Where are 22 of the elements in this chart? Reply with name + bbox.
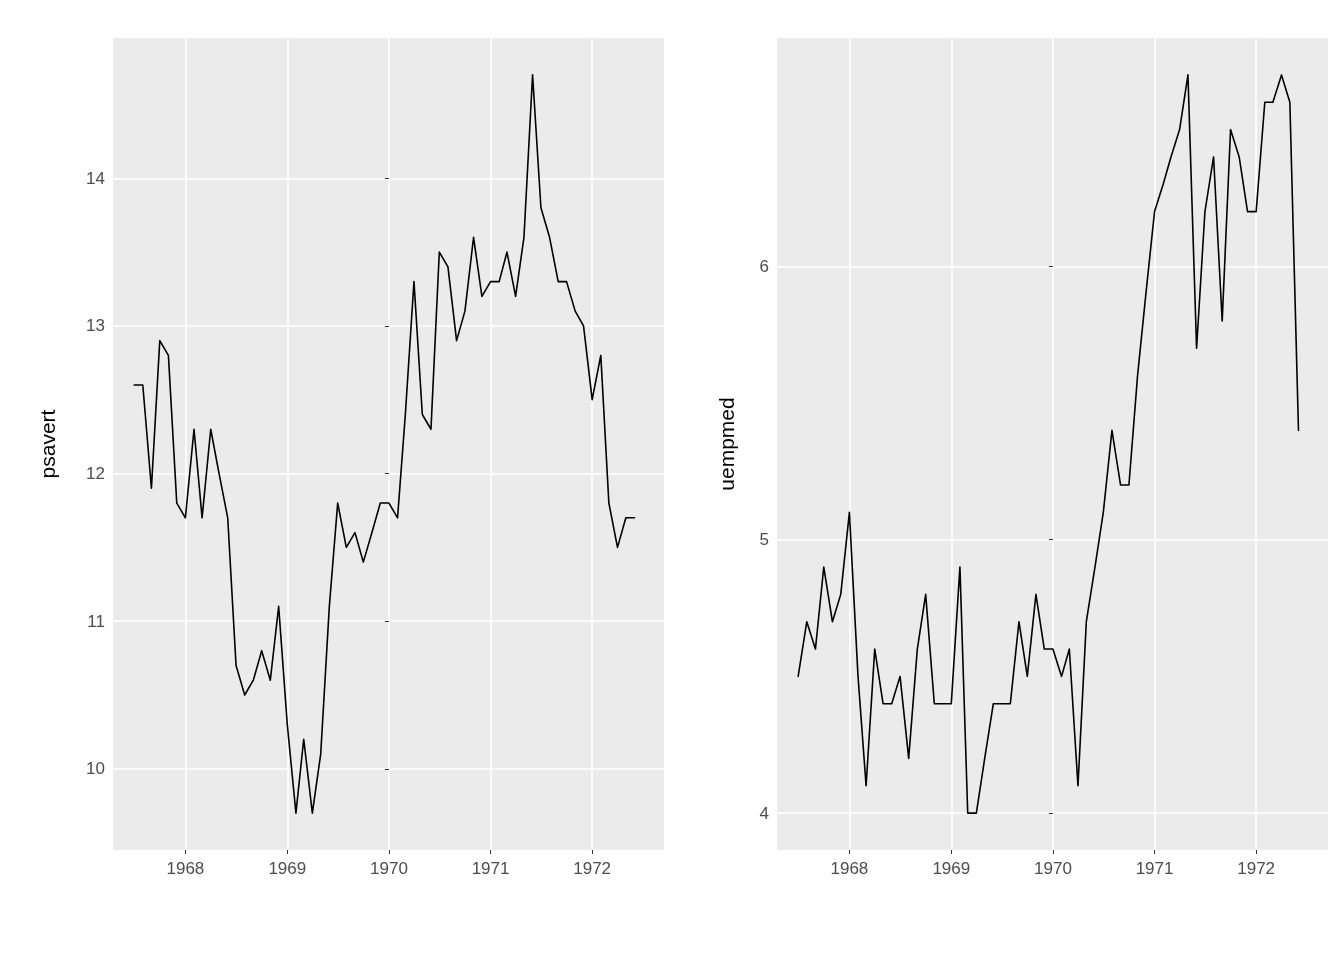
x-tick-label: 1972 <box>573 859 612 878</box>
y-tick-label: 6 <box>759 256 769 276</box>
x-tick-label: 1968 <box>166 859 205 878</box>
x-tick-label: 1969 <box>932 859 971 878</box>
x-tick-label: 1970 <box>1034 859 1072 878</box>
x-tick-label: 1971 <box>1135 859 1174 878</box>
y-tick-label: 11 <box>87 611 105 631</box>
x-tick-label: 1970 <box>370 859 408 878</box>
y-axis-title: uempmed <box>715 397 738 491</box>
y-tick-label: 10 <box>86 759 105 779</box>
y-tick-label: 14 <box>86 168 105 188</box>
line-series <box>133 74 636 814</box>
y-tick-label: 13 <box>86 316 105 336</box>
y-tick-label: 4 <box>759 803 769 823</box>
x-tick-label: 1971 <box>471 859 510 878</box>
y-axis-title: psavert <box>36 409 59 479</box>
x-tick-label: 1972 <box>1237 859 1276 878</box>
x-tick-label: 1968 <box>830 859 869 878</box>
x-tick-label: 1969 <box>268 859 307 878</box>
line-series <box>797 74 1300 814</box>
y-tick-label: 12 <box>86 464 105 484</box>
y-tick-label: 5 <box>759 530 769 550</box>
